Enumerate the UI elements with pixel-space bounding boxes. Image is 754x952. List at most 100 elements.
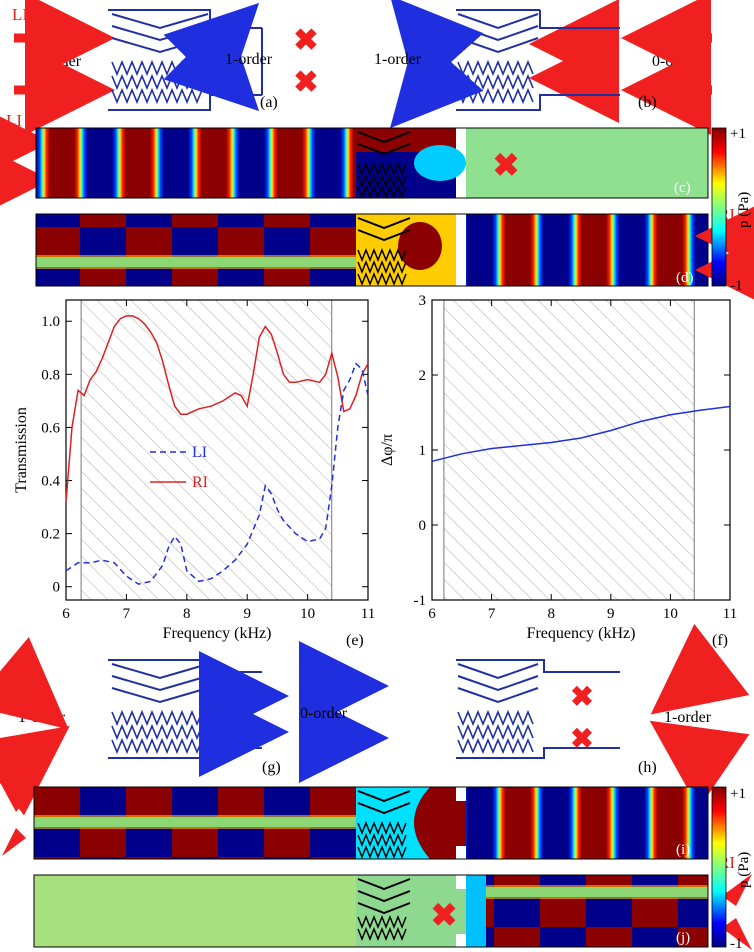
stub xyxy=(456,787,466,801)
blocked-icon: ✖ xyxy=(293,24,318,57)
x-axis-label: Frequency (kHz) xyxy=(163,625,272,642)
stub xyxy=(456,274,466,286)
zigzag-structure-icon xyxy=(457,709,534,755)
zigzag-structure-icon xyxy=(111,59,203,105)
li-label: LI xyxy=(6,111,22,130)
x-tick-label: 8 xyxy=(547,606,555,622)
stub xyxy=(456,875,466,889)
zero-order-label: 0-order xyxy=(652,53,700,70)
blocked-icon: ✖ xyxy=(570,682,593,713)
incident-arrow xyxy=(650,623,750,715)
panel-label-e: (e) xyxy=(346,632,364,649)
pressure-field-left xyxy=(36,128,356,198)
x-axis-label: Frequency (kHz) xyxy=(527,625,636,642)
y-tick-label: 0.6 xyxy=(41,420,60,436)
pressure-field-structure xyxy=(356,875,466,947)
plot-frame xyxy=(65,299,369,601)
x-tick-label: 10 xyxy=(663,606,678,622)
stub xyxy=(456,186,466,198)
y-tick-label: 0.2 xyxy=(41,527,60,543)
pressure-field-structure xyxy=(398,222,442,270)
pressure-field-left xyxy=(34,787,356,859)
incident-arrow xyxy=(0,725,70,816)
pressure-field-left xyxy=(36,214,356,286)
y-axis-label: Transmission xyxy=(13,407,30,493)
series-line-li xyxy=(65,362,369,585)
chevron-structure-icon xyxy=(357,217,411,242)
blocked-icon: ✖ xyxy=(293,66,318,99)
series-line-ri xyxy=(65,315,369,502)
chevron-structure-icon xyxy=(457,663,539,704)
output-arrow xyxy=(163,2,260,99)
panel-label-j: (j) xyxy=(676,930,690,946)
field-panel-i: LI (i) xyxy=(2,763,709,860)
panel-label-b: (b) xyxy=(638,94,657,111)
chevron-structure-icon xyxy=(357,131,411,156)
colorbar-top: +1 -1 p (Pa) xyxy=(711,126,752,294)
field-panel-j: ✖ RI (j) xyxy=(33,853,752,950)
legend-label: LI xyxy=(192,444,207,461)
schematic-b: RI 0-order 1-order (b) xyxy=(374,0,712,135)
y-tick-label: 0 xyxy=(419,518,427,534)
y-tick-label: 0.4 xyxy=(41,474,60,490)
chart-f: (f) 6 7 8 9 10 11 -1 0 1 2 3 Frequency (kHz) Δφ/π xyxy=(379,293,737,649)
stub xyxy=(456,214,466,228)
li-label: LI xyxy=(12,653,28,672)
chevron-structure-icon xyxy=(357,878,411,915)
x-tick-label: 6 xyxy=(62,606,70,622)
x-tick-label: 6 xyxy=(428,606,436,622)
panel-label-c: (c) xyxy=(674,180,691,196)
series-line-phase xyxy=(431,405,731,463)
y-axis-label: Δφ/π xyxy=(379,434,396,466)
field-panel-c: LI ✖ (c) xyxy=(0,97,709,225)
y-tick-label: 2 xyxy=(419,368,427,384)
field-frame xyxy=(35,127,709,199)
blocked-icon: ✖ xyxy=(493,147,520,183)
y-tick-label: 0 xyxy=(53,580,61,596)
x-tick-label: 10 xyxy=(300,606,315,622)
stub xyxy=(456,846,466,859)
pressure-field-structure xyxy=(414,787,466,859)
colorbar xyxy=(711,127,727,287)
pressure-field-right xyxy=(466,875,708,947)
colorbar-title: p (Pa) xyxy=(736,192,752,228)
colorbar-max-label: +1 xyxy=(730,126,746,142)
chevron-structure-icon xyxy=(357,790,411,815)
y-tick-label: 1.0 xyxy=(41,314,60,330)
y-tick-label: 0.8 xyxy=(41,367,60,383)
colorbar-min-label: -1 xyxy=(730,278,743,294)
zigzag-structure-icon xyxy=(457,59,534,105)
one-order-label: 1-order xyxy=(664,709,712,726)
zigzag-structure-icon xyxy=(357,914,407,942)
schematic-h: RI 1-order ✖ ✖ (h) xyxy=(456,623,750,809)
output-arrow xyxy=(390,31,484,129)
pressure-field-structure xyxy=(414,145,466,181)
pressure-field-right xyxy=(466,128,708,198)
x-tick-label: 7 xyxy=(123,606,131,622)
colorbar-max-label: +1 xyxy=(730,786,746,802)
panel-label-a: (a) xyxy=(260,94,278,111)
zero-order-label: 0-order xyxy=(300,705,348,722)
x-tick-label: 11 xyxy=(361,606,375,622)
colorbar xyxy=(711,786,727,948)
zigzag-structure-icon xyxy=(111,709,203,755)
waveguide-outline xyxy=(456,659,620,759)
incident-arrow xyxy=(722,918,752,950)
colorbar-bottom: +1 -1 p (Pa) xyxy=(711,786,752,952)
one-order-label: 1-order xyxy=(374,51,422,68)
x-tick-label: 11 xyxy=(723,606,737,622)
zigzag-structure-icon xyxy=(357,820,407,860)
zigzag-structure-icon xyxy=(357,247,407,287)
field-frame xyxy=(33,786,709,860)
panel-label-f: (f) xyxy=(712,632,728,649)
incident-arrow xyxy=(2,828,26,856)
x-tick-label: 8 xyxy=(183,606,191,622)
li-label: LI xyxy=(6,763,22,782)
zero-order-label: 0-order xyxy=(34,53,82,70)
blocked-icon: ✖ xyxy=(570,724,593,755)
hatched-region xyxy=(81,300,332,600)
x-tick-label: 9 xyxy=(607,606,615,622)
incident-arrow xyxy=(0,636,69,730)
chevron-structure-icon xyxy=(457,13,539,54)
panel-label-g: (g) xyxy=(262,759,281,776)
